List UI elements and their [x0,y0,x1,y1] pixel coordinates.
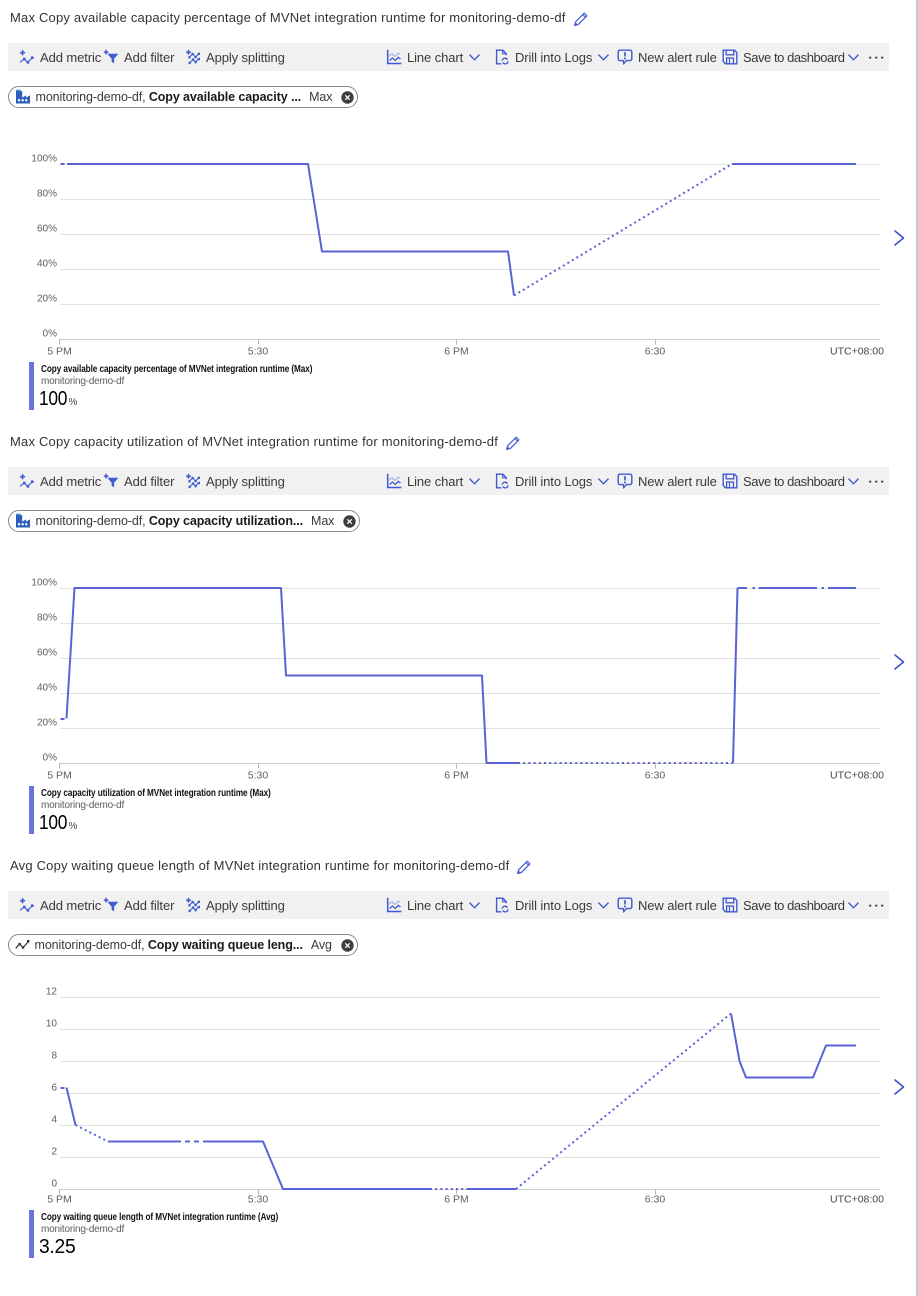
svg-text:4: 4 [51,1115,57,1126]
svg-text:6:30: 6:30 [645,346,666,358]
svg-text:60%: 60% [37,648,57,659]
svg-text:0%: 0% [43,329,58,340]
svg-text:6:30: 6:30 [645,770,666,782]
svg-text:12: 12 [46,987,58,998]
svg-text:100%: 100% [31,154,57,165]
svg-text:6:30: 6:30 [645,1194,666,1206]
svg-text:6: 6 [51,1083,57,1094]
svg-text:0: 0 [51,1179,57,1190]
svg-text:0%: 0% [43,753,58,764]
svg-text:20%: 20% [37,718,57,729]
svg-text:100%: 100% [31,578,57,589]
svg-text:80%: 80% [37,613,57,624]
svg-text:UTC+08:00: UTC+08:00 [830,770,884,782]
svg-text:5:30: 5:30 [248,346,269,358]
svg-text:5 PM: 5 PM [47,346,72,358]
svg-text:40%: 40% [37,683,57,694]
svg-text:60%: 60% [37,224,57,235]
svg-text:UTC+08:00: UTC+08:00 [830,346,884,358]
svg-text:5 PM: 5 PM [47,770,72,782]
svg-text:40%: 40% [37,259,57,270]
svg-text:20%: 20% [37,294,57,305]
svg-text:5:30: 5:30 [248,1194,269,1206]
svg-text:2: 2 [51,1147,57,1158]
svg-text:5 PM: 5 PM [47,1194,72,1206]
svg-text:10: 10 [46,1019,58,1030]
svg-text:6 PM: 6 PM [444,770,469,782]
svg-text:UTC+08:00: UTC+08:00 [830,1194,884,1206]
svg-text:80%: 80% [37,189,57,200]
svg-text:8: 8 [51,1051,57,1062]
svg-text:6 PM: 6 PM [444,346,469,358]
svg-text:5:30: 5:30 [248,770,269,782]
svg-text:6 PM: 6 PM [444,1194,469,1206]
